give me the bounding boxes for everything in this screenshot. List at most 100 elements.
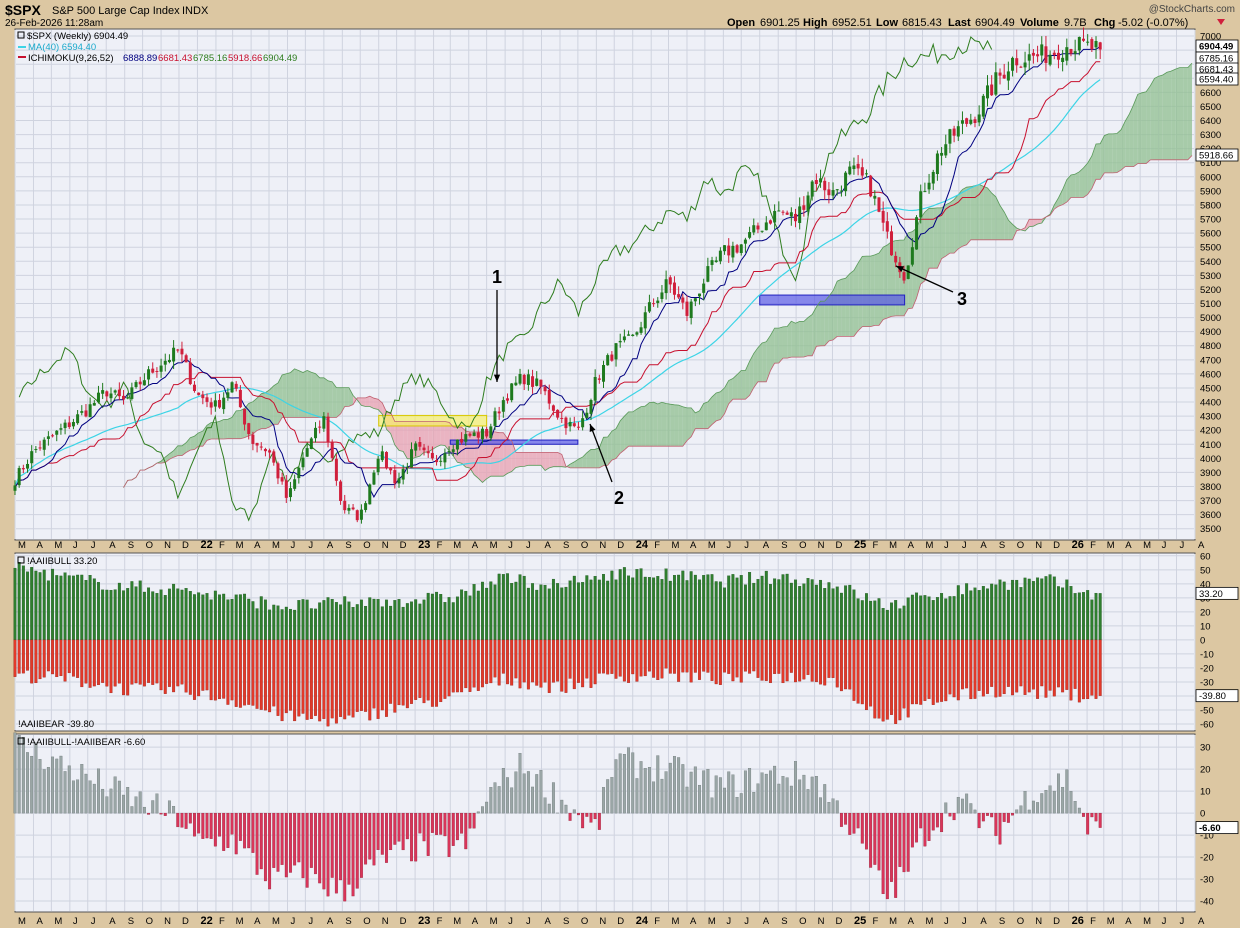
candle-body — [63, 422, 67, 429]
spread-bar — [167, 800, 171, 814]
spread-bar — [1011, 812, 1014, 816]
x-tick-label: M — [926, 916, 934, 927]
candle-body — [105, 391, 109, 397]
cloud-segment — [227, 417, 233, 439]
bear-bar — [238, 639, 242, 708]
candle-body — [948, 129, 952, 144]
candle-body — [364, 503, 368, 510]
spread-bar — [55, 758, 59, 814]
x-tick-label: S — [563, 540, 569, 551]
bull-bar — [376, 599, 380, 641]
bear-bar — [752, 639, 756, 672]
candle-body — [238, 389, 242, 408]
x-tick-label: A — [763, 540, 770, 551]
spread-bar — [464, 812, 468, 850]
spread-bar — [581, 812, 585, 829]
spread-bar — [209, 812, 213, 839]
y-tick-label: -20 — [1200, 663, 1214, 674]
bull-bar — [318, 602, 322, 641]
bear-bar — [451, 639, 455, 693]
chart-exchange: INDX — [182, 5, 209, 17]
candle-body — [702, 283, 706, 293]
bull-bar — [368, 597, 372, 641]
spread-bar — [263, 812, 267, 882]
bull-bar — [351, 607, 355, 641]
bull-bar — [981, 586, 985, 641]
cloud-segment — [1075, 171, 1080, 198]
legend-tenkan: 6888.89 — [123, 53, 157, 64]
bear-bar — [426, 639, 430, 701]
cloud-segment — [649, 402, 654, 447]
candle-body — [902, 272, 906, 281]
spread-bar — [689, 771, 693, 814]
cloud-segment — [712, 392, 717, 425]
candle-body — [986, 85, 990, 99]
bear-bar — [497, 639, 501, 686]
y-tick-label: 6100 — [1200, 158, 1221, 169]
spread-bar — [785, 777, 789, 814]
bull-bar — [593, 576, 597, 641]
bull-bar — [130, 581, 134, 641]
bear-bar — [510, 639, 514, 686]
candle-body — [635, 332, 639, 335]
candle-body — [602, 364, 606, 382]
bull-bar — [284, 606, 288, 641]
x-axis-labels: M A M J J A S O N D 22 F M A M J J A S O N D 23 F M A M J J A S O N D 24 F M… — [18, 539, 1205, 927]
spread-legend-swatch — [17, 737, 25, 745]
annotation-1-label: 1 — [492, 267, 502, 287]
cloud-segment — [290, 368, 295, 418]
candle-body — [272, 451, 276, 463]
candle-body — [443, 453, 447, 463]
candle-body — [288, 488, 292, 498]
bear-bar — [1019, 639, 1023, 687]
bear-bar — [1057, 639, 1060, 688]
bull-bar — [977, 590, 981, 641]
candle-body — [810, 181, 814, 197]
bear-bar — [17, 639, 21, 674]
candle-body — [860, 167, 864, 176]
x-tick-label: J — [73, 540, 78, 551]
candle-body — [293, 479, 297, 489]
cloud-segment — [415, 421, 420, 458]
spread-bar — [109, 788, 113, 814]
spread-bar — [213, 812, 217, 847]
bear-bar — [318, 639, 322, 722]
low-label: Low — [876, 17, 898, 29]
candle-body — [1002, 74, 1006, 79]
bull-bar — [860, 600, 864, 641]
x-tick-label: M — [54, 540, 62, 551]
cloud-segment — [1054, 197, 1059, 210]
x-tick-label: J — [73, 916, 78, 927]
cloud-segment — [369, 396, 374, 409]
x-tick-label: O — [1017, 916, 1024, 927]
bear-bar — [309, 639, 313, 720]
bull-bar — [80, 574, 84, 641]
cloud-segment — [1137, 92, 1142, 164]
x-tick-label: N — [1035, 916, 1042, 927]
bull-bar — [289, 608, 292, 641]
bull-bar — [956, 585, 960, 641]
bear-bar — [163, 639, 167, 694]
spread-bar — [385, 812, 388, 863]
bull-bar — [535, 589, 539, 641]
spread-bar — [698, 784, 701, 814]
bull-bar — [476, 590, 480, 641]
spread-bar — [389, 812, 393, 851]
cloud-segment — [536, 452, 541, 466]
bear-bar — [13, 639, 17, 677]
candle-body — [468, 433, 472, 436]
bull-bar — [293, 609, 297, 641]
bear-bar — [961, 639, 964, 690]
candle-body — [305, 448, 309, 457]
candle-body — [259, 446, 263, 448]
bull-bar — [714, 581, 718, 641]
bear-bar — [1098, 639, 1102, 696]
candle-body — [952, 128, 956, 136]
cloud-segment — [766, 335, 771, 382]
spread-bar — [205, 812, 209, 839]
bear-bar — [860, 639, 864, 705]
x-tick-label: A — [690, 540, 697, 551]
legend-price: $SPX (Weekly) 6904.49 — [27, 31, 128, 42]
bull-bar — [397, 599, 401, 641]
bear-bar — [777, 639, 781, 674]
